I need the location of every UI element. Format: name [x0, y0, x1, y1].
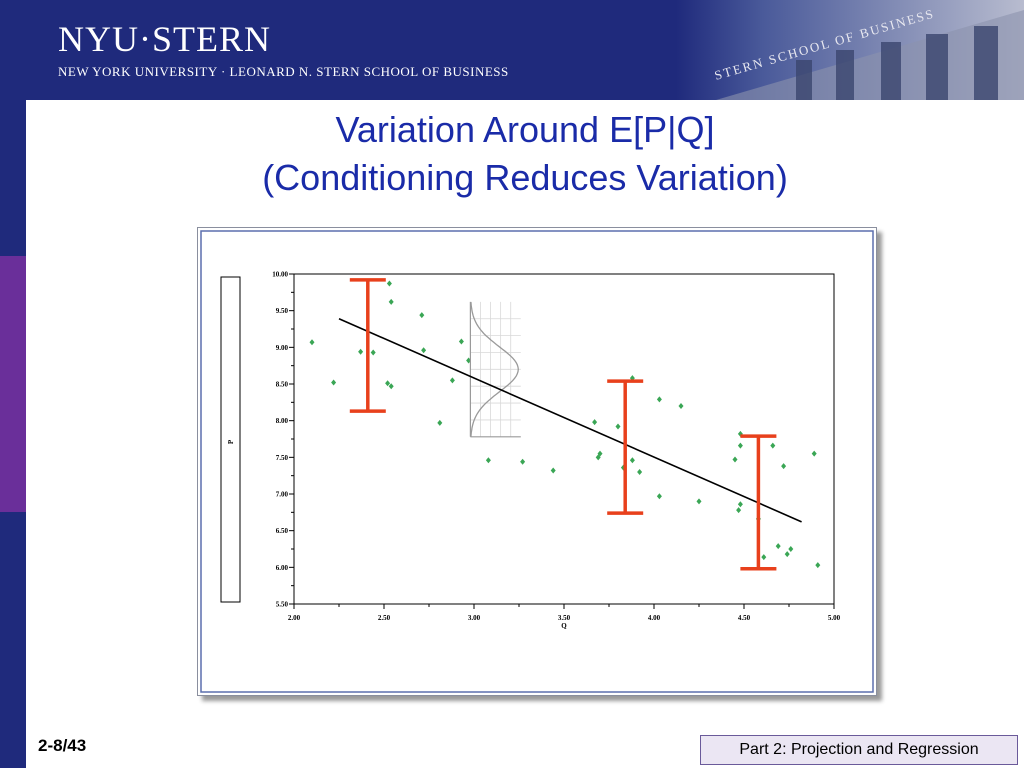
school-name: NEW YORK UNIVERSITY · LEONARD N. STERN S…: [58, 64, 509, 79]
data-point: [595, 454, 601, 461]
data-point: [620, 464, 626, 471]
data-point: [309, 339, 315, 346]
y-tick-label: 7.00: [276, 491, 289, 499]
slide-number: 2-8/43: [38, 736, 87, 755]
y-tick-label: 9.00: [276, 344, 289, 352]
left-bar-segment-middle: [0, 256, 26, 512]
nyu-stern-logo: NYU·STERN: [58, 19, 271, 59]
data-point: [615, 423, 621, 430]
x-tick-label: 3.50: [558, 614, 571, 622]
x-tick-label: 2.00: [288, 614, 301, 622]
data-point: [656, 396, 662, 403]
data-point: [458, 338, 464, 345]
building-photo: STERN SCHOOL OF BUSINESS: [676, 0, 1024, 100]
data-point: [696, 498, 702, 505]
data-point: [437, 419, 443, 426]
data-point: [592, 419, 598, 426]
data-point: [550, 467, 556, 474]
chart-inner-border: [200, 230, 874, 693]
x-tick-label: 3.00: [468, 614, 481, 622]
data-point: [736, 507, 742, 514]
data-point: [331, 379, 337, 386]
data-point: [761, 554, 767, 561]
slide-title: Variation Around E[P|Q] (Conditioning Re…: [26, 106, 1024, 202]
x-tick-label: 5.00: [828, 614, 841, 622]
chart-panel: P 10.00 9.50 9.00 8.50 8.00 7.50 7.00 6.50 6.00 5.…: [197, 227, 877, 696]
data-point: [732, 456, 738, 463]
y-tick-label: 7.50: [276, 454, 289, 462]
data-point: [388, 298, 394, 305]
scatter-chart: P 10.00 9.50 9.00 8.50 8.00 7.50 7.00 6.50 6.00 5.…: [200, 230, 874, 693]
regression-line: [338, 318, 802, 523]
y-tick-label: 5.50: [276, 601, 289, 609]
data-point: [421, 347, 427, 354]
section-label: Part 2: Projection and Regression: [700, 735, 1018, 765]
data-point: [678, 403, 684, 409]
header-banner: NYU·STERN NEW YORK UNIVERSITY · LEONARD …: [26, 0, 1024, 100]
plot-frame: [293, 273, 835, 605]
data-point: [597, 450, 603, 457]
data-point: [449, 377, 455, 384]
data-point: [485, 457, 491, 464]
data-point: [811, 450, 817, 457]
data-point: [656, 493, 662, 500]
x-tick-label: 2.50: [378, 614, 391, 622]
data-point: [629, 457, 635, 464]
y-tick-label: 6.00: [276, 564, 289, 572]
title-line-2: (Conditioning Reduces Variation): [262, 157, 788, 198]
data-point: [770, 442, 776, 449]
left-accent-bar: [0, 0, 26, 768]
data-point: [370, 349, 376, 356]
data-point: [815, 562, 821, 569]
data-point: [775, 543, 781, 550]
data-point: [385, 380, 391, 387]
y-label-box: [220, 276, 241, 603]
title-line-1: Variation Around E[P|Q]: [335, 109, 715, 150]
data-point: [388, 383, 394, 390]
left-bar-segment-bottom: [0, 512, 26, 768]
y-tick-label: 10.00: [272, 271, 288, 279]
data-point: [737, 442, 743, 449]
y-tick-label: 6.50: [276, 527, 289, 535]
left-bar-segment-top: [0, 0, 26, 256]
y-tick-label: 8.00: [276, 417, 289, 425]
x-axis-label: Q: [561, 622, 567, 630]
data-point: [358, 348, 364, 355]
data-point: [386, 280, 392, 287]
y-tick-label: 9.50: [276, 307, 289, 315]
y-axis-label: P: [227, 439, 235, 444]
data-point: [419, 312, 425, 319]
x-tick-label: 4.50: [738, 614, 751, 622]
data-point: [781, 463, 787, 470]
y-tick-label: 8.50: [276, 381, 289, 389]
data-point: [637, 469, 643, 475]
data-point: [520, 458, 526, 465]
data-point: [737, 501, 743, 508]
data-point: [788, 546, 794, 552]
x-tick-label: 4.00: [648, 614, 661, 622]
data-point: [784, 551, 790, 558]
density-curve: [470, 301, 519, 437]
